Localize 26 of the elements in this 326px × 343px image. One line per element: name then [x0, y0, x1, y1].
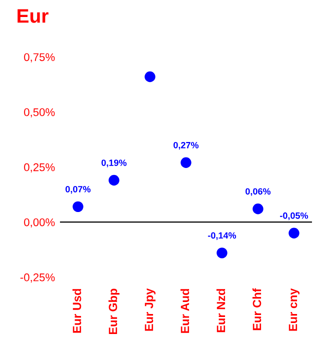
point — [216, 248, 228, 258]
y-tick-label: 0,25% — [24, 163, 55, 172]
point — [72, 201, 84, 212]
point — [288, 228, 300, 238]
x-tick-label: Eur Aud — [180, 289, 190, 333]
x-tick-label: Eur Nzd — [216, 289, 226, 332]
y-tick-label: 0,00% — [24, 218, 55, 228]
data-label: 0,19% — [102, 160, 127, 168]
data-label: 0,06% — [246, 188, 271, 196]
x-tick-label: Eur Gbp — [108, 288, 120, 334]
point — [252, 204, 264, 214]
chart-title: Eur — [18, 9, 48, 23]
y-tick-label: 0,75% — [24, 53, 55, 62]
x-tick-label: Eur Usd — [72, 289, 82, 333]
point — [108, 174, 120, 186]
point — [144, 71, 156, 82]
x-tick-label: Eur Chf — [252, 288, 262, 330]
x-tick-label: Eur Jpy — [144, 288, 156, 331]
y-tick-label: -0,25% — [20, 273, 55, 283]
point — [180, 157, 192, 168]
data-label: -0,05% — [280, 212, 308, 220]
data-label: 0,07% — [66, 186, 91, 194]
data-label: -0,14% — [208, 232, 236, 240]
data-label: 0,27% — [174, 142, 199, 150]
x-tick-label: Eur cny — [288, 288, 300, 331]
y-tick-label: 0,50% — [24, 108, 55, 118]
